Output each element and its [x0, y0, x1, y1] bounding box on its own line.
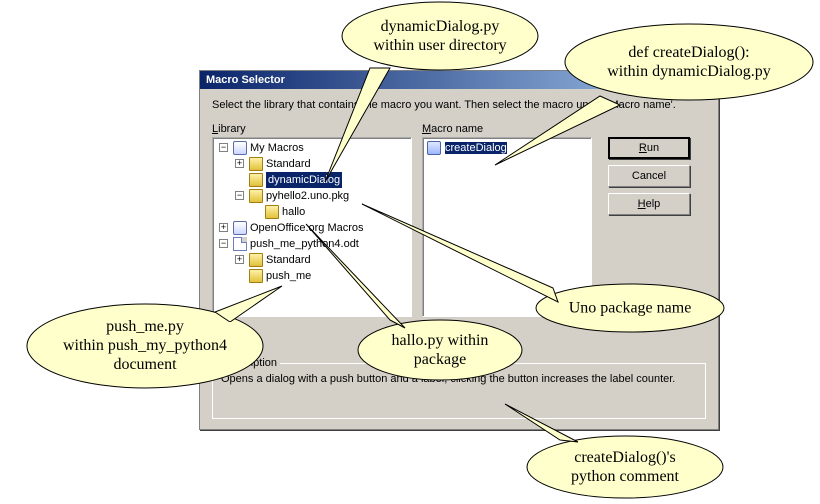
- folder-icon: [249, 189, 263, 203]
- tree-label-selected: dynamicDialog: [266, 172, 342, 188]
- document-icon: [233, 237, 247, 251]
- macro-column: Macro name createDialog: [422, 123, 592, 317]
- collapse-icon[interactable]: −: [235, 191, 244, 200]
- description-groupbox: Description Opens a dialog with a push b…: [212, 363, 706, 419]
- macro-list-panel[interactable]: createDialog: [422, 137, 592, 317]
- expand-icon[interactable]: +: [235, 159, 244, 168]
- columns: Library − My Macros +: [212, 123, 706, 317]
- python-icon: [427, 141, 441, 155]
- tree-node-ooo-macros[interactable]: + OpenOffice.org Macros: [217, 220, 411, 236]
- library-tree[interactable]: − My Macros + Standard: [213, 140, 411, 284]
- tree-label: pyhello2.uno.pkg: [266, 188, 349, 204]
- dialog-title: Macro Selector: [206, 74, 285, 86]
- folder-icon: [249, 269, 263, 283]
- folder-icon: [249, 253, 263, 267]
- tree-label: My Macros: [250, 140, 304, 156]
- tree-label: Standard: [266, 156, 311, 172]
- help-button[interactable]: Help: [608, 193, 690, 215]
- library-column: Library − My Macros +: [212, 123, 412, 317]
- tree-label: hallo: [282, 204, 305, 220]
- description-text: Opens a dialog with a push button and a …: [221, 372, 697, 386]
- button-column: Run Cancel Help: [608, 137, 690, 215]
- tree-node-standard[interactable]: + Standard: [233, 156, 411, 172]
- callout-python-comment-text: createDialog()'spython comment: [520, 432, 730, 502]
- tree-node-dynamicdialog[interactable]: dynamicDialog: [233, 172, 411, 188]
- dialog-body: Select the library that contains the mac…: [200, 89, 718, 429]
- folder-icon: [265, 205, 279, 219]
- cancel-button[interactable]: Cancel: [608, 165, 690, 187]
- tree-label: Standard: [266, 252, 311, 268]
- tree-label: push_me_python4.odt: [250, 236, 359, 252]
- library-label: Library: [212, 123, 412, 135]
- tree-node-pushme-doc[interactable]: − push_me_python4.odt: [217, 236, 411, 252]
- tree-label: OpenOffice.org Macros: [250, 220, 364, 236]
- tree-node-my-macros[interactable]: − My Macros: [217, 140, 411, 156]
- macro-list-item[interactable]: createDialog: [423, 140, 591, 156]
- collapse-icon[interactable]: −: [219, 143, 228, 152]
- run-button[interactable]: Run: [608, 137, 690, 159]
- tree-node-hallo[interactable]: hallo: [249, 204, 411, 220]
- folder-icon: [249, 157, 263, 171]
- collapse-icon[interactable]: −: [219, 239, 228, 248]
- tree-node-pushme[interactable]: push_me: [233, 268, 411, 284]
- macro-selector-dialog: Macro Selector Select the library that c…: [199, 70, 719, 430]
- macro-label: Macro name: [422, 123, 592, 135]
- macro-item-label: createDialog: [445, 142, 507, 154]
- expand-icon[interactable]: +: [235, 255, 244, 264]
- root-icon: [233, 141, 247, 155]
- instruction-text: Select the library that contains the mac…: [212, 99, 706, 113]
- description-label: Description: [219, 357, 280, 369]
- root-icon: [233, 221, 247, 235]
- folder-icon: [249, 173, 263, 187]
- callout-python-comment: [520, 432, 730, 502]
- tree-node-standard2[interactable]: + Standard: [233, 252, 411, 268]
- titlebar[interactable]: Macro Selector: [200, 71, 718, 89]
- tree-node-pyhello-pkg[interactable]: − pyhello2.uno.pkg: [233, 188, 411, 204]
- expand-icon[interactable]: +: [219, 223, 228, 232]
- callout-dynamicdialog-text: dynamicDialog.pywithin user directory: [330, 0, 550, 72]
- tree-label: push_me: [266, 268, 311, 284]
- library-tree-panel[interactable]: − My Macros + Standard: [212, 137, 412, 317]
